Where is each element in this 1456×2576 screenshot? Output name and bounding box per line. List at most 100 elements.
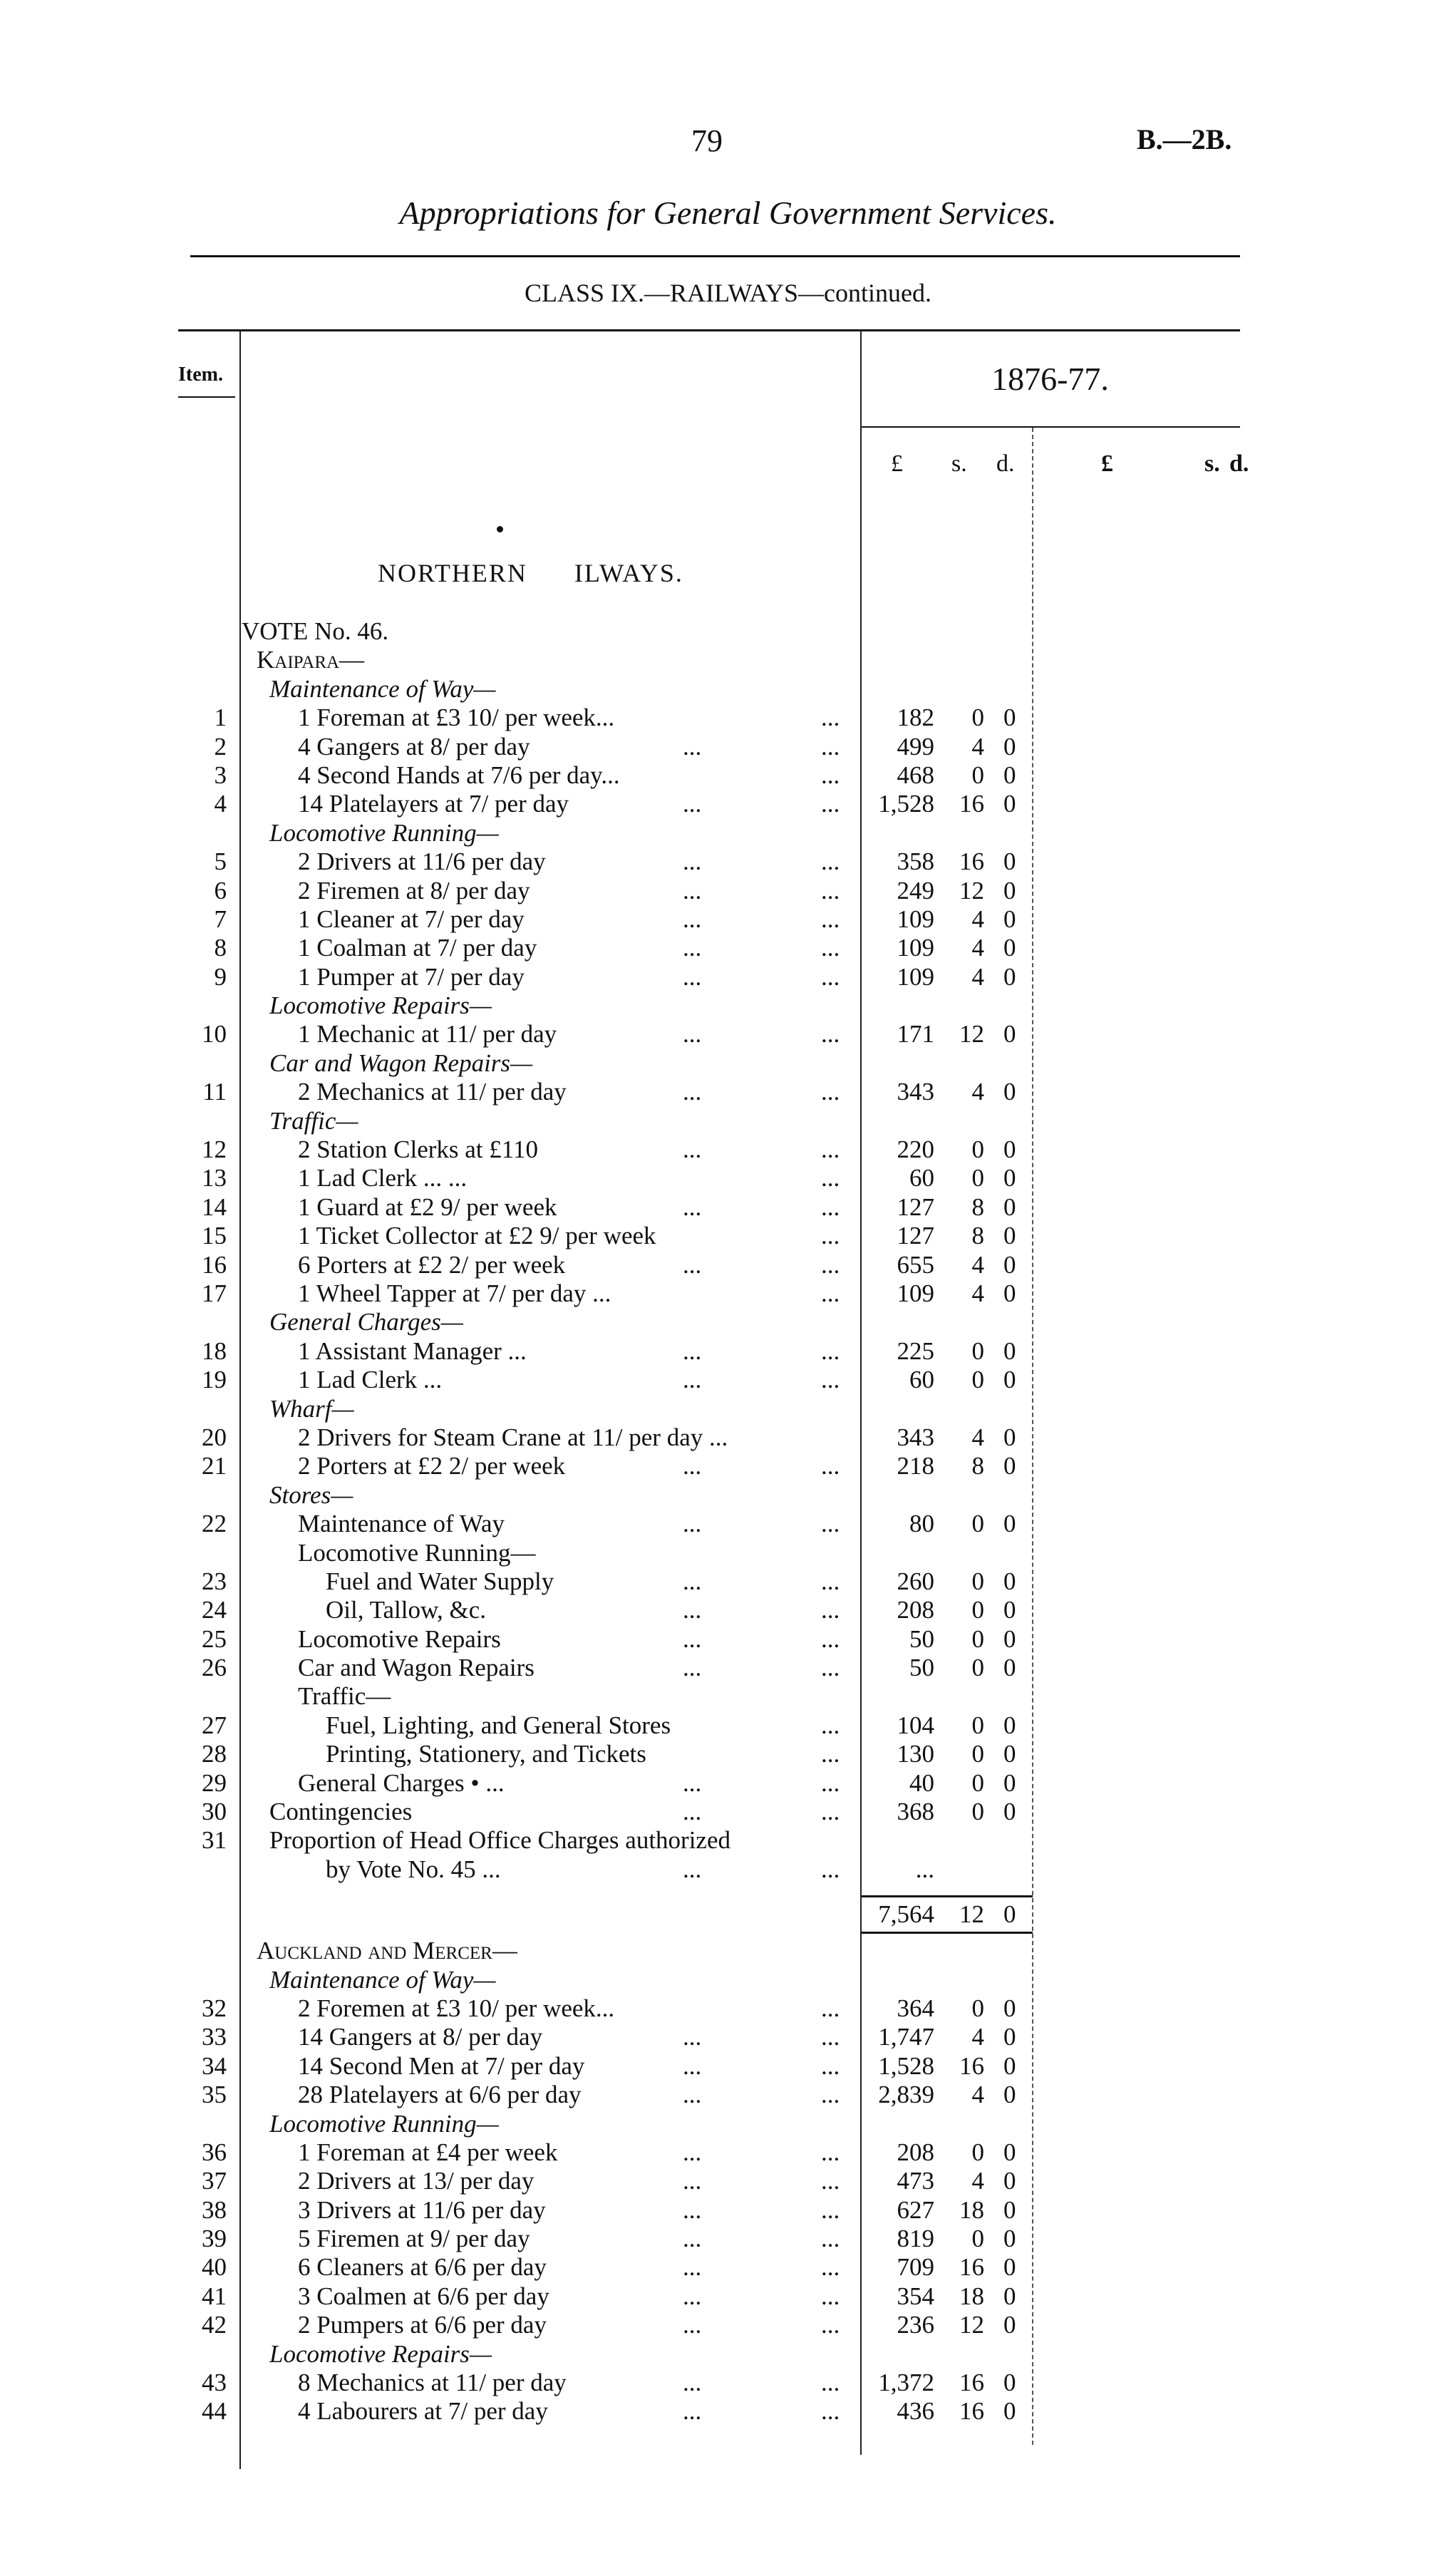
appropriation-table: VOTE No. 46. Kaipara— Maintenance of Way— 1… xyxy=(0,617,1456,2426)
table-row: 6 2 Firemen at 8/ per day...... 249 12 0 xyxy=(0,877,1456,905)
amount-shillings: 0 xyxy=(971,704,985,732)
table-row: 34 14 Second Men at 7/ per day...... 1,528… xyxy=(0,2052,1456,2081)
item-number: 9 xyxy=(214,962,227,991)
leader-dots: ... xyxy=(821,2023,840,2051)
item-description: Traffic— xyxy=(269,1106,358,1135)
amount-pence: 0 xyxy=(1003,1510,1016,1538)
amount-pounds: 2,839 xyxy=(878,2081,934,2109)
amount-pence: 0 xyxy=(1003,704,1016,732)
leader-dots: ... xyxy=(683,1567,702,1595)
amount-pounds: 1,747 xyxy=(878,2023,934,2051)
amount-pounds: 127 xyxy=(897,1222,935,1250)
table-row: 39 5 Firemen at 9/ per day...... 819 0 0 xyxy=(0,2225,1456,2253)
table-row: 16 6 Porters at £2 2/ per week...... 655 4 0 xyxy=(0,1251,1456,1279)
item-number: 3 xyxy=(214,761,227,789)
table-row: 18 1 Assistant Manager ......... 225 0 0 xyxy=(0,1337,1456,1366)
amount-pence: 0 xyxy=(1003,2138,1016,2166)
divider xyxy=(178,396,235,398)
amount-pounds: 109 xyxy=(897,934,935,962)
item-description: Auckland and Mercer— xyxy=(257,1937,517,1965)
leader-dots: ... xyxy=(683,2023,702,2051)
table-row: Locomotive Repairs— xyxy=(0,991,1456,1020)
item-description: Stores— xyxy=(269,1480,353,1509)
item-number: 1 xyxy=(214,704,227,732)
amount-pence: 0 xyxy=(1003,2023,1016,2051)
amount-pence: 0 xyxy=(1003,1654,1016,1682)
divider xyxy=(190,255,1240,257)
amount-pounds: ... xyxy=(915,1855,934,1883)
amount-shillings: 8 xyxy=(971,1192,985,1221)
table-row: Maintenance of Way— xyxy=(0,675,1456,704)
leader-dots: ... xyxy=(683,1654,702,1682)
divider xyxy=(178,329,1240,331)
amount-pence: 0 xyxy=(1003,1366,1016,1394)
table-row: 20 2 Drivers for Steam Crane at 11/ per d… xyxy=(0,1423,1456,1452)
item-description: 2 Firemen at 8/ per day xyxy=(298,876,530,905)
amount-pence: 0 xyxy=(1003,732,1016,761)
amount-pounds: 104 xyxy=(897,1711,935,1739)
amount-shillings: 16 xyxy=(959,790,984,818)
leader-dots: ... xyxy=(683,1192,702,1221)
amount-pounds: 709 xyxy=(897,2253,935,2282)
table-row: Traffic— xyxy=(0,1107,1456,1135)
amount-subcolumn-rule xyxy=(1032,428,1033,2445)
table-row: Locomotive Running— xyxy=(0,819,1456,847)
item-number: 10 xyxy=(202,1020,227,1049)
item-description: Wharf— xyxy=(269,1394,354,1423)
item-description: Maintenance of Way xyxy=(298,1510,505,1538)
item-number: 7 xyxy=(214,905,227,933)
amount-shillings: 16 xyxy=(959,2369,984,2397)
item-description: VOTE No. 46. xyxy=(242,617,389,645)
amount-shillings: 0 xyxy=(971,1567,985,1595)
item-number: 34 xyxy=(202,2051,227,2080)
leader-dots: ... xyxy=(683,1768,702,1797)
item-description: 28 Platelayers at 6/6 per day xyxy=(298,2081,582,2109)
amount-pence: 0 xyxy=(1003,2051,1016,2080)
item-description: 4 Labourers at 7/ per day xyxy=(298,2397,548,2426)
amount-shillings: 0 xyxy=(971,1654,985,1682)
item-column-rule xyxy=(239,331,241,2469)
item-description: 14 Platelayers at 7/ per day xyxy=(298,790,569,818)
leader-dots: ... xyxy=(821,962,840,991)
table-row: 33 14 Gangers at 8/ per day...... 1,747 4 0 xyxy=(0,2023,1456,2051)
leader-dots: ... xyxy=(821,2167,840,2195)
amount-shillings: 0 xyxy=(971,1798,985,1826)
pound-header-2: £ xyxy=(1101,450,1113,477)
leader-dots: ... xyxy=(821,1510,840,1538)
item-description: Locomotive Repairs— xyxy=(269,2339,492,2368)
table-row: 30 Contingencies...... 368 0 0 xyxy=(0,1798,1456,1826)
leader-dots: ... xyxy=(821,2253,840,2282)
amount-pounds: 260 xyxy=(897,1567,935,1595)
item-description: 3 Coalmen at 6/6 per day xyxy=(298,2282,549,2310)
item-description: 6 Porters at £2 2/ per week xyxy=(298,1250,566,1279)
item-number: 29 xyxy=(202,1768,227,1797)
item-number: 27 xyxy=(202,1711,227,1739)
amount-shillings: 16 xyxy=(959,2253,984,2282)
item-number: 39 xyxy=(202,2225,227,2253)
table-row: 35 28 Platelayers at 6/6 per day...... 2,8… xyxy=(0,2081,1456,2109)
leader-dots: ... xyxy=(821,2282,840,2310)
shilling-header: s. xyxy=(951,450,967,477)
leader-dots: ... xyxy=(683,1020,702,1049)
leader-dots: ... xyxy=(683,2138,702,2166)
leader-dots: ... xyxy=(683,905,702,933)
table-row: 42 2 Pumpers at 6/6 per day...... 236 12 0 xyxy=(0,2311,1456,2339)
total-rule xyxy=(862,1895,1033,1926)
amount-shillings: 0 xyxy=(971,1336,985,1365)
item-number: 42 xyxy=(202,2311,227,2339)
amount-pounds: 127 xyxy=(897,1192,935,1221)
leader-dots: ... xyxy=(683,934,702,962)
item-description: 2 Drivers at 13/ per day xyxy=(298,2167,535,2195)
item-description: Traffic— xyxy=(298,1682,391,1711)
leader-dots: ... xyxy=(821,1596,840,1624)
amount-pounds: 627 xyxy=(897,2195,935,2224)
amount-pence: 0 xyxy=(1003,1452,1016,1480)
amount-shillings: 0 xyxy=(971,1740,985,1768)
item-number: 35 xyxy=(202,2081,227,2109)
leader-dots: ... xyxy=(821,1798,840,1826)
item-description: Fuel and Water Supply xyxy=(326,1567,554,1595)
leader-dots: ... xyxy=(821,704,840,732)
item-description: Contingencies xyxy=(269,1798,413,1826)
item-description: 2 Mechanics at 11/ per day xyxy=(298,1078,567,1106)
leader-dots: ... xyxy=(821,2051,840,2080)
